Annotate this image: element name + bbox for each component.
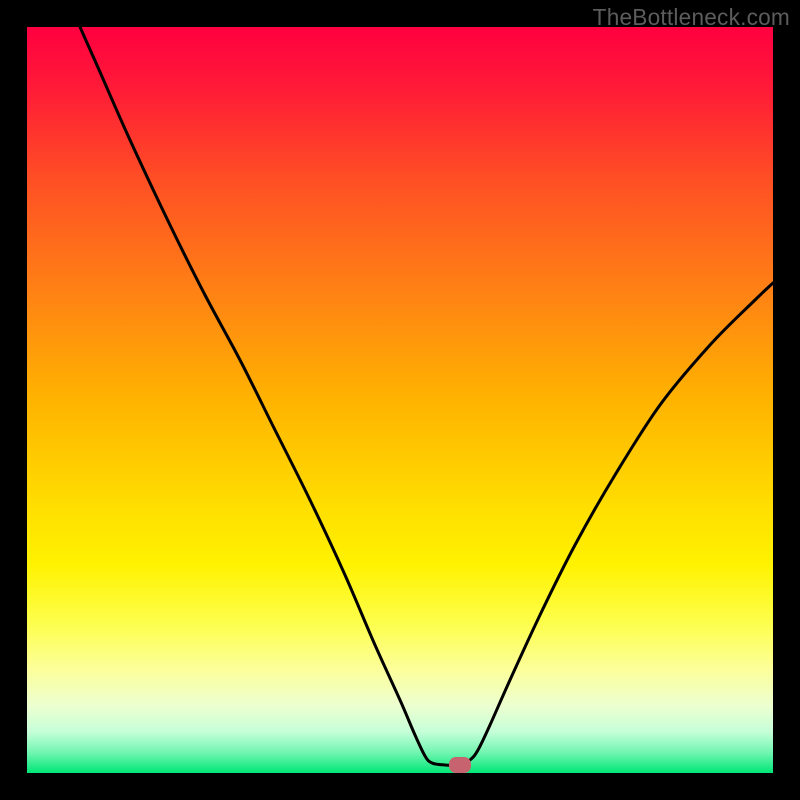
gradient-background (27, 27, 773, 773)
bottleneck-chart (0, 0, 800, 800)
chart-frame: TheBottleneck.com (0, 0, 800, 800)
current-config-marker (449, 757, 471, 773)
watermark-text: TheBottleneck.com (593, 4, 790, 31)
